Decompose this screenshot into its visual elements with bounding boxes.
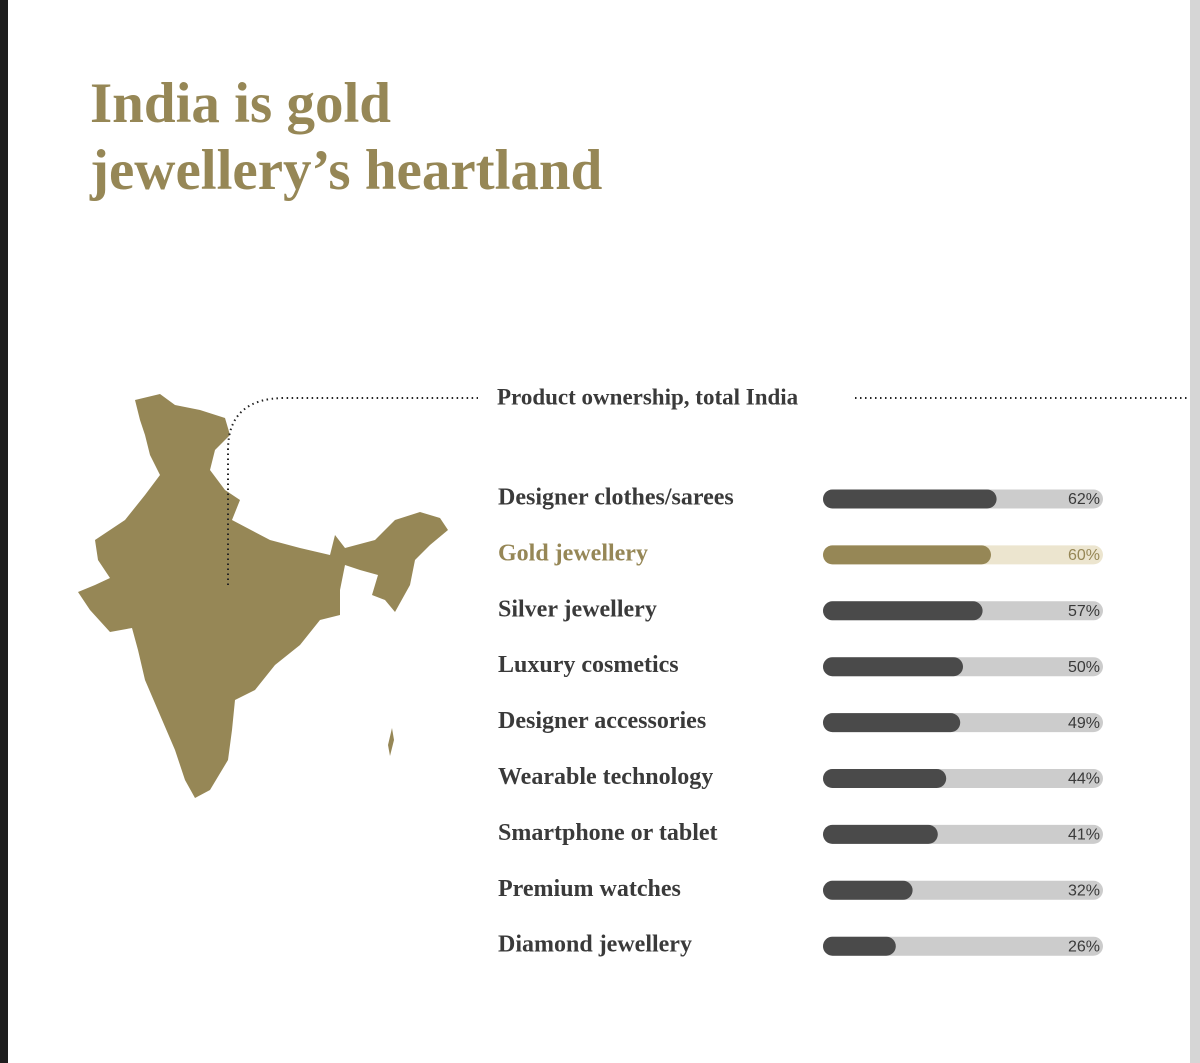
value-label: 32% bbox=[1068, 883, 1100, 900]
category-label: Silver jewellery bbox=[498, 596, 657, 622]
value-label: 49% bbox=[1068, 715, 1100, 732]
bar bbox=[823, 601, 983, 621]
value-label: 62% bbox=[1068, 491, 1100, 508]
value-label: 50% bbox=[1068, 659, 1100, 676]
bar bbox=[823, 769, 947, 788]
bar bbox=[823, 936, 896, 956]
bar bbox=[823, 489, 997, 509]
value-label: 41% bbox=[1068, 827, 1100, 844]
india-map bbox=[78, 394, 448, 798]
bar bbox=[823, 545, 991, 565]
subtitle: Product ownership, total India bbox=[497, 384, 799, 409]
value-label: 26% bbox=[1068, 938, 1100, 955]
island bbox=[388, 728, 394, 756]
bar bbox=[823, 824, 938, 844]
value-label: 57% bbox=[1068, 603, 1100, 620]
bar bbox=[823, 713, 961, 733]
category-label: Wearable technology bbox=[498, 764, 713, 790]
right-edge bbox=[1190, 0, 1200, 1063]
category-label: Smartphone or tablet bbox=[498, 820, 718, 846]
category-label: Designer accessories bbox=[498, 708, 706, 734]
category-label: Luxury cosmetics bbox=[498, 652, 679, 678]
bar bbox=[823, 657, 963, 677]
title: India is gold jewellery’s heartland bbox=[89, 72, 603, 202]
category-label: Diamond jewellery bbox=[498, 932, 692, 958]
category-label: Premium watches bbox=[498, 876, 681, 902]
category-label: Gold jewellery bbox=[498, 540, 648, 566]
category-label: Designer clothes/sarees bbox=[498, 485, 734, 511]
value-label: 44% bbox=[1068, 771, 1100, 788]
left-edge bbox=[0, 0, 8, 1063]
value-label: 60% bbox=[1068, 547, 1100, 564]
bar bbox=[823, 880, 913, 900]
